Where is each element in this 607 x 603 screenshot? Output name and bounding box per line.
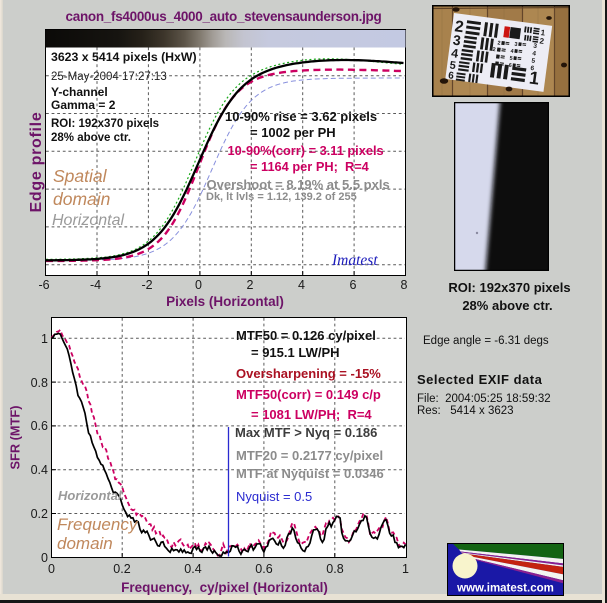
svg-text:6: 6	[530, 65, 535, 72]
svg-text:1: 1	[528, 67, 541, 88]
svg-text:2: 2	[454, 18, 465, 36]
svg-text:3: 3	[452, 32, 462, 49]
svg-text:4: 4	[532, 50, 537, 57]
svg-text:4: 4	[510, 49, 515, 55]
svg-text:1: 1	[540, 28, 546, 38]
svg-text:4: 4	[450, 46, 459, 61]
svg-text:www.imatest.com: www.imatest.com	[456, 583, 554, 595]
svg-text:6: 6	[448, 70, 455, 82]
svg-text:6: 6	[508, 63, 512, 69]
svg-text:2: 2	[539, 36, 545, 46]
svg-text:5: 5	[531, 58, 536, 65]
svg-text:3: 3	[514, 42, 518, 48]
svg-text:5: 5	[509, 56, 513, 62]
svg-text:2: 2	[492, 47, 496, 53]
svg-text:2: 2	[497, 40, 501, 46]
svg-text:3: 3	[533, 43, 538, 50]
svg-text:5: 5	[449, 59, 457, 72]
